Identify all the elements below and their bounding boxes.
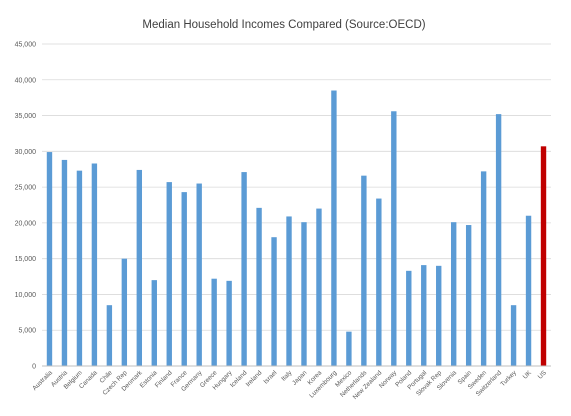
y-tick-label: 5,000 — [18, 328, 36, 335]
bar-korea — [316, 208, 322, 366]
bar-netherlands — [361, 175, 367, 366]
y-tick-label: 40,000 — [15, 77, 37, 84]
x-tick-label: UK — [522, 369, 534, 381]
bar-austria — [61, 159, 68, 366]
bar-greece — [211, 278, 217, 366]
bar-ireland — [256, 207, 262, 366]
bar-spain — [465, 225, 472, 366]
x-tick-label: Norway — [378, 369, 399, 390]
x-tick-label: Israel — [262, 369, 278, 385]
bar-czech-rep — [121, 258, 128, 366]
bar-australia — [46, 152, 53, 366]
bar-germany — [196, 183, 202, 366]
y-tick-label: 35,000 — [15, 113, 37, 120]
bar-iceland — [241, 172, 247, 366]
bar-slovenia — [450, 222, 457, 366]
y-tick-label: 15,000 — [15, 256, 37, 263]
x-tick-label: Iceland — [229, 369, 249, 389]
x-tick-label: Ireland — [245, 369, 264, 388]
bar-portugal — [421, 265, 427, 366]
bar-israel — [271, 237, 277, 366]
bar-estonia — [151, 280, 157, 366]
y-tick-label: 30,000 — [15, 149, 37, 156]
y-tick-label: 25,000 — [15, 185, 37, 192]
bar-canada — [91, 163, 98, 366]
x-tick-label: Turkey — [499, 369, 518, 388]
bar-slovak-rep — [436, 265, 442, 366]
bar-poland — [406, 270, 412, 366]
bar-norway — [391, 111, 397, 366]
bar-italy — [286, 216, 292, 366]
chart-title: Median Household Incomes Compared (Sourc… — [142, 19, 425, 31]
bar-mexico — [346, 331, 352, 366]
bar-uk — [525, 215, 532, 366]
y-tick-label: 0 — [32, 364, 36, 371]
bar-belgium — [76, 170, 83, 366]
x-tick-label: Australia — [31, 369, 54, 392]
bar-sweden — [480, 171, 487, 366]
y-tick-label: 45,000 — [15, 42, 37, 49]
x-tick-label: Japan — [291, 369, 309, 387]
bar-us — [540, 146, 547, 366]
bars — [46, 90, 547, 366]
y-tick-label: 10,000 — [15, 292, 37, 299]
y-tick-label: 20,000 — [15, 220, 37, 227]
gridlines — [42, 43, 551, 331]
bar-denmark — [136, 169, 143, 366]
bar-switzerland — [495, 114, 502, 366]
x-tick-label: US — [537, 369, 548, 380]
bar-new-zealand — [376, 198, 382, 366]
bar-chile — [106, 305, 113, 366]
bar-turkey — [510, 305, 517, 366]
y-axis-tick-labels: 0 5,000 10,000 15,000 20,000 25,000 30,000 35,0… — [15, 42, 37, 371]
bar-luxembourg — [331, 90, 337, 366]
bar-hungary — [226, 280, 232, 366]
bar-japan — [301, 222, 307, 366]
bar-finland — [166, 182, 172, 366]
bar-france — [181, 192, 187, 366]
